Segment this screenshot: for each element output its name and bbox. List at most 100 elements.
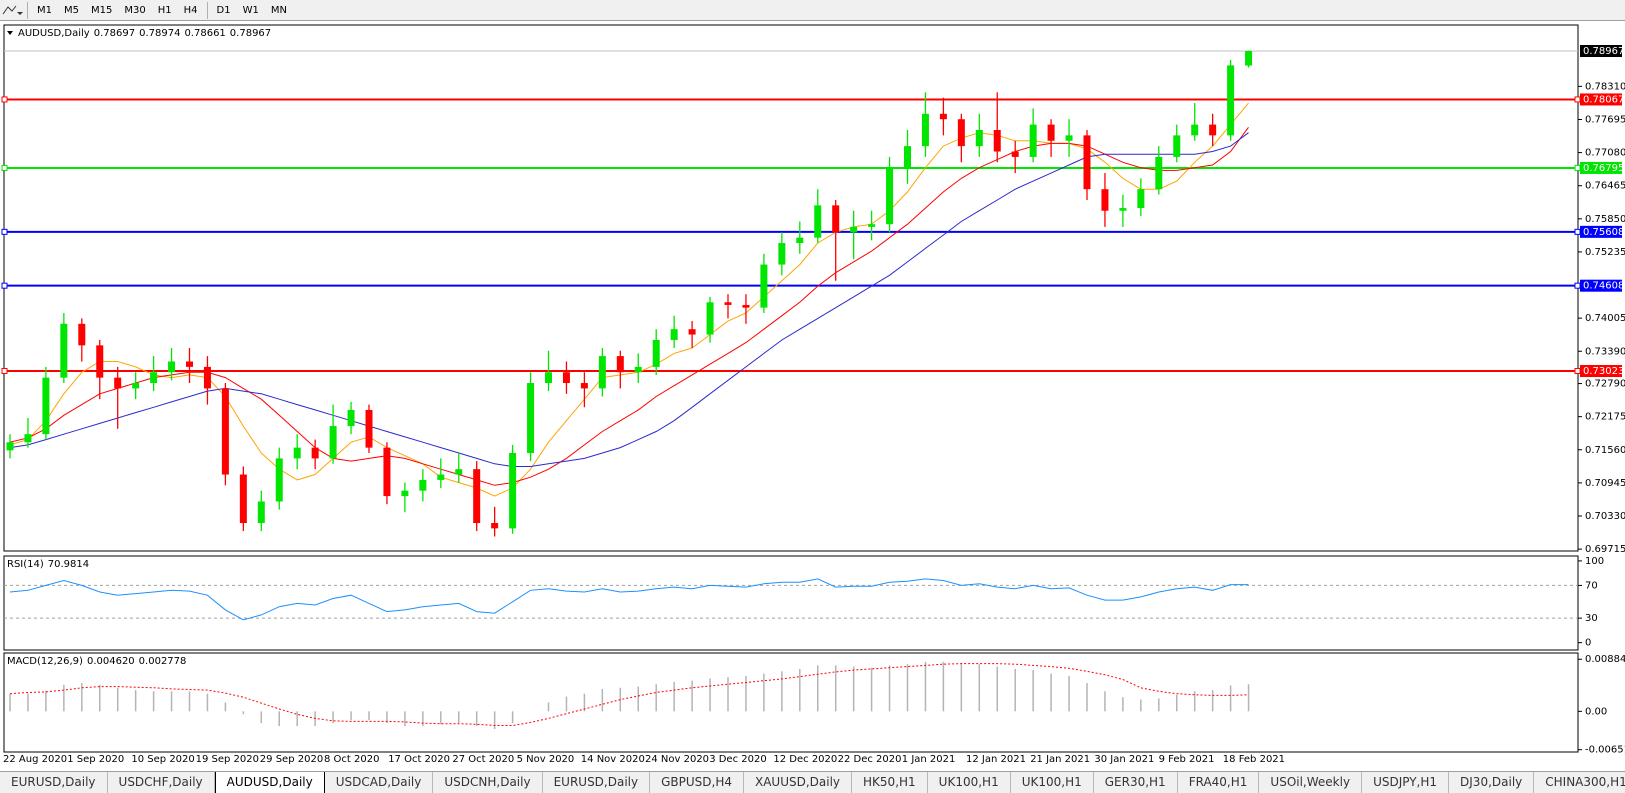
x-tick-label: 27 Oct 2020 bbox=[452, 754, 514, 765]
candle-body bbox=[850, 226, 858, 233]
chart-tab[interactable]: USDCAD,Daily bbox=[325, 772, 434, 793]
y-tick-label: 0.69715 bbox=[1585, 544, 1625, 555]
price-label: 0.78067 bbox=[1583, 94, 1624, 105]
chart-tab[interactable]: HK50,H1 bbox=[852, 772, 928, 793]
timeframe-button[interactable]: M30 bbox=[124, 4, 146, 16]
timeframe-button[interactable]: M1 bbox=[37, 4, 52, 16]
indicator-line bbox=[9, 578, 1249, 621]
candle-body bbox=[634, 366, 642, 373]
line-handle bbox=[1, 164, 8, 171]
chart-tab[interactable]: EURUSD,Daily bbox=[543, 772, 651, 793]
x-tick-label: 3 Dec 2020 bbox=[709, 754, 767, 765]
candle-body bbox=[347, 409, 355, 427]
candle-body bbox=[778, 243, 786, 265]
panel-header: AUDUSD,Daily 0.78697 0.78974 0.78661 0.78967 bbox=[18, 28, 271, 39]
candle-body bbox=[1173, 135, 1181, 157]
y-tick-label: 0.77695 bbox=[1585, 114, 1625, 125]
timeframe-button[interactable]: H4 bbox=[183, 4, 198, 16]
candle-body bbox=[1047, 124, 1055, 141]
candle-body bbox=[1227, 65, 1235, 136]
chart-tab[interactable]: USDJPY,H1 bbox=[1362, 772, 1450, 793]
candle-body bbox=[796, 237, 804, 244]
chart-tab[interactable]: CHINA300,H1 bbox=[1534, 772, 1625, 793]
candle-body bbox=[419, 479, 427, 491]
candle-body bbox=[150, 372, 158, 384]
price-label-bg bbox=[1580, 161, 1622, 174]
header-value: 70.9814 bbox=[48, 559, 89, 570]
y-tick-label: 0.75235 bbox=[1585, 247, 1625, 258]
y-tick-label: -0.00651 bbox=[1585, 745, 1625, 756]
candle-body bbox=[832, 205, 840, 233]
chart-tab[interactable]: GBPUSD,H4 bbox=[650, 772, 744, 793]
candle-body bbox=[186, 361, 193, 367]
candle-body bbox=[42, 377, 50, 435]
chart-tab[interactable]: FRA40,H1 bbox=[1178, 772, 1260, 793]
y-tick-label: 0.72175 bbox=[1585, 412, 1625, 423]
x-tick-label: 12 Jan 2021 bbox=[966, 754, 1026, 765]
header-value: 0.78697 bbox=[94, 28, 135, 39]
chart-tab[interactable]: GER30,H1 bbox=[1094, 772, 1178, 793]
candle-body bbox=[939, 113, 947, 120]
moving-average bbox=[9, 127, 1249, 486]
timeframe-button[interactable]: H1 bbox=[157, 4, 172, 16]
candle-body bbox=[275, 458, 283, 502]
header-value: 0.004620 bbox=[87, 656, 135, 667]
candle-body bbox=[114, 377, 122, 389]
panel-header: MACD(12,26,9) 0.004620 0.002778 bbox=[7, 656, 186, 667]
chart-tab[interactable]: DJ30,Daily bbox=[1449, 772, 1535, 793]
chart-tab[interactable]: USOil,Weekly bbox=[1259, 772, 1363, 793]
x-tick-label: 18 Feb 2021 bbox=[1223, 754, 1285, 765]
panel-title: MACD(12,26,9) bbox=[7, 656, 83, 667]
chart-tab[interactable]: UK100,H1 bbox=[928, 772, 1011, 793]
timeframe-button[interactable]: W1 bbox=[242, 4, 259, 16]
candle-body bbox=[78, 323, 86, 346]
candle-body bbox=[203, 366, 211, 389]
candle-body bbox=[1065, 135, 1073, 141]
chart-tab[interactable]: AUDUSD,Daily bbox=[214, 772, 325, 793]
x-tick-label: 21 Jan 2021 bbox=[1030, 754, 1090, 765]
header-value: 0.002778 bbox=[139, 656, 187, 667]
candle-body bbox=[365, 409, 373, 448]
x-tick-label: 12 Dec 2020 bbox=[773, 754, 837, 765]
line-handle bbox=[1, 96, 8, 103]
candle-body bbox=[670, 329, 678, 340]
line-handle bbox=[1, 368, 8, 375]
candle-body bbox=[293, 447, 301, 459]
line-handle bbox=[1574, 96, 1581, 103]
y-tick-label: 70 bbox=[1585, 580, 1598, 591]
candle-body bbox=[491, 523, 499, 529]
line-handle bbox=[1574, 164, 1581, 171]
timeframe-button[interactable]: D1 bbox=[216, 4, 231, 16]
chart-tab[interactable]: EURUSD,Daily bbox=[0, 772, 108, 793]
timeframe-button[interactable]: M5 bbox=[64, 4, 79, 16]
candle-body bbox=[60, 323, 68, 378]
candle-body bbox=[527, 383, 535, 454]
x-tick-label: 19 Sep 2020 bbox=[196, 754, 259, 765]
candle-body bbox=[760, 264, 768, 308]
x-tick-label: 17 Oct 2020 bbox=[388, 754, 450, 765]
candle-body bbox=[509, 453, 517, 529]
candle-body bbox=[652, 339, 660, 367]
panel-frame bbox=[3, 652, 1579, 753]
y-tick-label: 0.73390 bbox=[1585, 346, 1625, 357]
last-price-label: 0.78967 bbox=[1583, 46, 1624, 57]
candle-body bbox=[383, 447, 391, 497]
toolbar-icon bbox=[2, 5, 23, 15]
y-tick-label: 0.74005 bbox=[1585, 313, 1625, 324]
chart-tab[interactable]: UK100,H1 bbox=[1011, 772, 1094, 793]
candle-body bbox=[329, 426, 337, 459]
candle-body bbox=[545, 372, 552, 384]
chart-tab[interactable]: USDCNH,Daily bbox=[433, 772, 543, 793]
chart-tab[interactable]: USDCHF,Daily bbox=[108, 772, 215, 793]
price-label: 0.74608 bbox=[1583, 281, 1624, 292]
timeframe-button[interactable]: M15 bbox=[91, 4, 113, 16]
y-tick-label: 0.70330 bbox=[1585, 511, 1625, 522]
chart-tab[interactable]: XAUUSD,Daily bbox=[744, 772, 853, 793]
candle-body bbox=[1029, 124, 1037, 157]
candle-body bbox=[257, 501, 265, 524]
timeframe-button[interactable]: MN bbox=[270, 4, 287, 16]
price-label: 0.73023 bbox=[1583, 366, 1624, 377]
y-tick-label: 100 bbox=[1585, 556, 1604, 567]
